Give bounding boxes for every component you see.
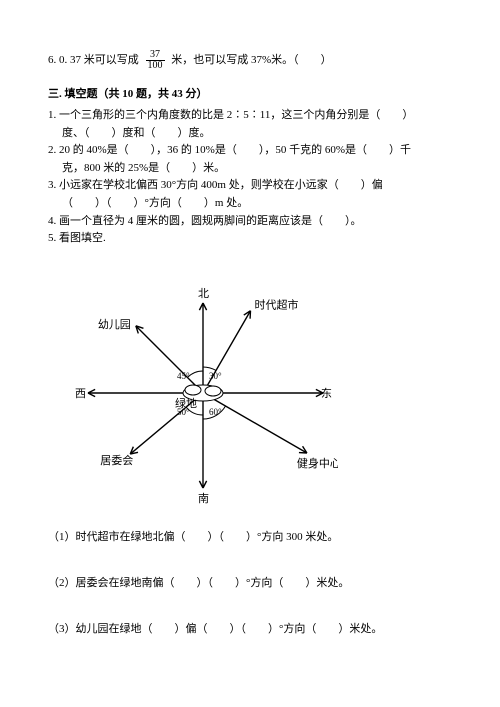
svg-text:健身中心: 健身中心	[297, 456, 338, 470]
sub-questions: （1）时代超市在绿地北偏（ ）（ ）°方向 300 米处。 （2）居委会在绿地南…	[48, 528, 452, 636]
svg-text:幼儿园: 幼儿园	[98, 318, 131, 331]
item-2b: 克，800 米的 25%是（ ）米。	[48, 160, 452, 178]
item-4: 4. 画一个直径为 4 厘米的圆，圆规两脚间的距离应该是（ ）。	[48, 213, 452, 231]
svg-text:居委会: 居委会	[100, 454, 133, 467]
item-2: 2. 20 的 40%是（ ），36 的 10%是（ ），50 千克的 60%是…	[48, 142, 452, 160]
fraction-denominator: 100	[146, 61, 165, 71]
svg-text:45°: 45°	[177, 371, 190, 381]
subq-2: （2）居委会在绿地南偏（ ）（ ）°方向（ ）米处。	[48, 574, 452, 590]
svg-text:时代超市: 时代超市	[255, 297, 299, 311]
q6-suffix: 米，也可以写成 37%米。（ ）	[171, 54, 331, 66]
compass-diagram: 北南东西45°30°50°60°幼儿园时代超市绿地居委会健身中心	[68, 268, 338, 508]
item-1: 1. 一个三角形的三个内角度数的比是 2∶5∶11，这三个内角分别是（ ）	[48, 107, 452, 125]
item-5: 5. 看图填空.	[48, 230, 452, 248]
svg-text:北: 北	[198, 287, 209, 300]
item-1b: 度、（ ）度和（ ）度。	[48, 125, 452, 143]
svg-text:西: 西	[75, 388, 86, 400]
svg-text:30°: 30°	[209, 371, 222, 381]
item-3: 3. 小远家在学校北偏西 30°方向 400m 处，则学校在小远家（ ）偏	[48, 177, 452, 195]
question-6: 6. 0. 37 米可以写成 37 100 米，也可以写成 37%米。（ ）	[48, 50, 452, 71]
subq-1: （1）时代超市在绿地北偏（ ）（ ）°方向 300 米处。	[48, 528, 452, 544]
fraction-37-100: 37 100	[146, 50, 165, 71]
section-3-title: 三. 填空题（共 10 题，共 43 分）	[48, 85, 452, 101]
svg-text:东: 东	[321, 387, 332, 400]
svg-text:南: 南	[198, 492, 209, 505]
q6-prefix: 6. 0. 37 米可以写成	[48, 54, 139, 66]
subq-3: （3）幼儿园在绿地（ ）偏（ ）（ ）°方向（ ）米处。	[48, 620, 452, 636]
svg-text:绿地: 绿地	[175, 396, 197, 410]
svg-text:60°: 60°	[209, 407, 222, 417]
item-3b: （ ）（ ）°方向（ ）m 处。	[48, 195, 452, 213]
diagram-svg: 北南东西45°30°50°60°幼儿园时代超市绿地居委会健身中心	[68, 268, 338, 508]
